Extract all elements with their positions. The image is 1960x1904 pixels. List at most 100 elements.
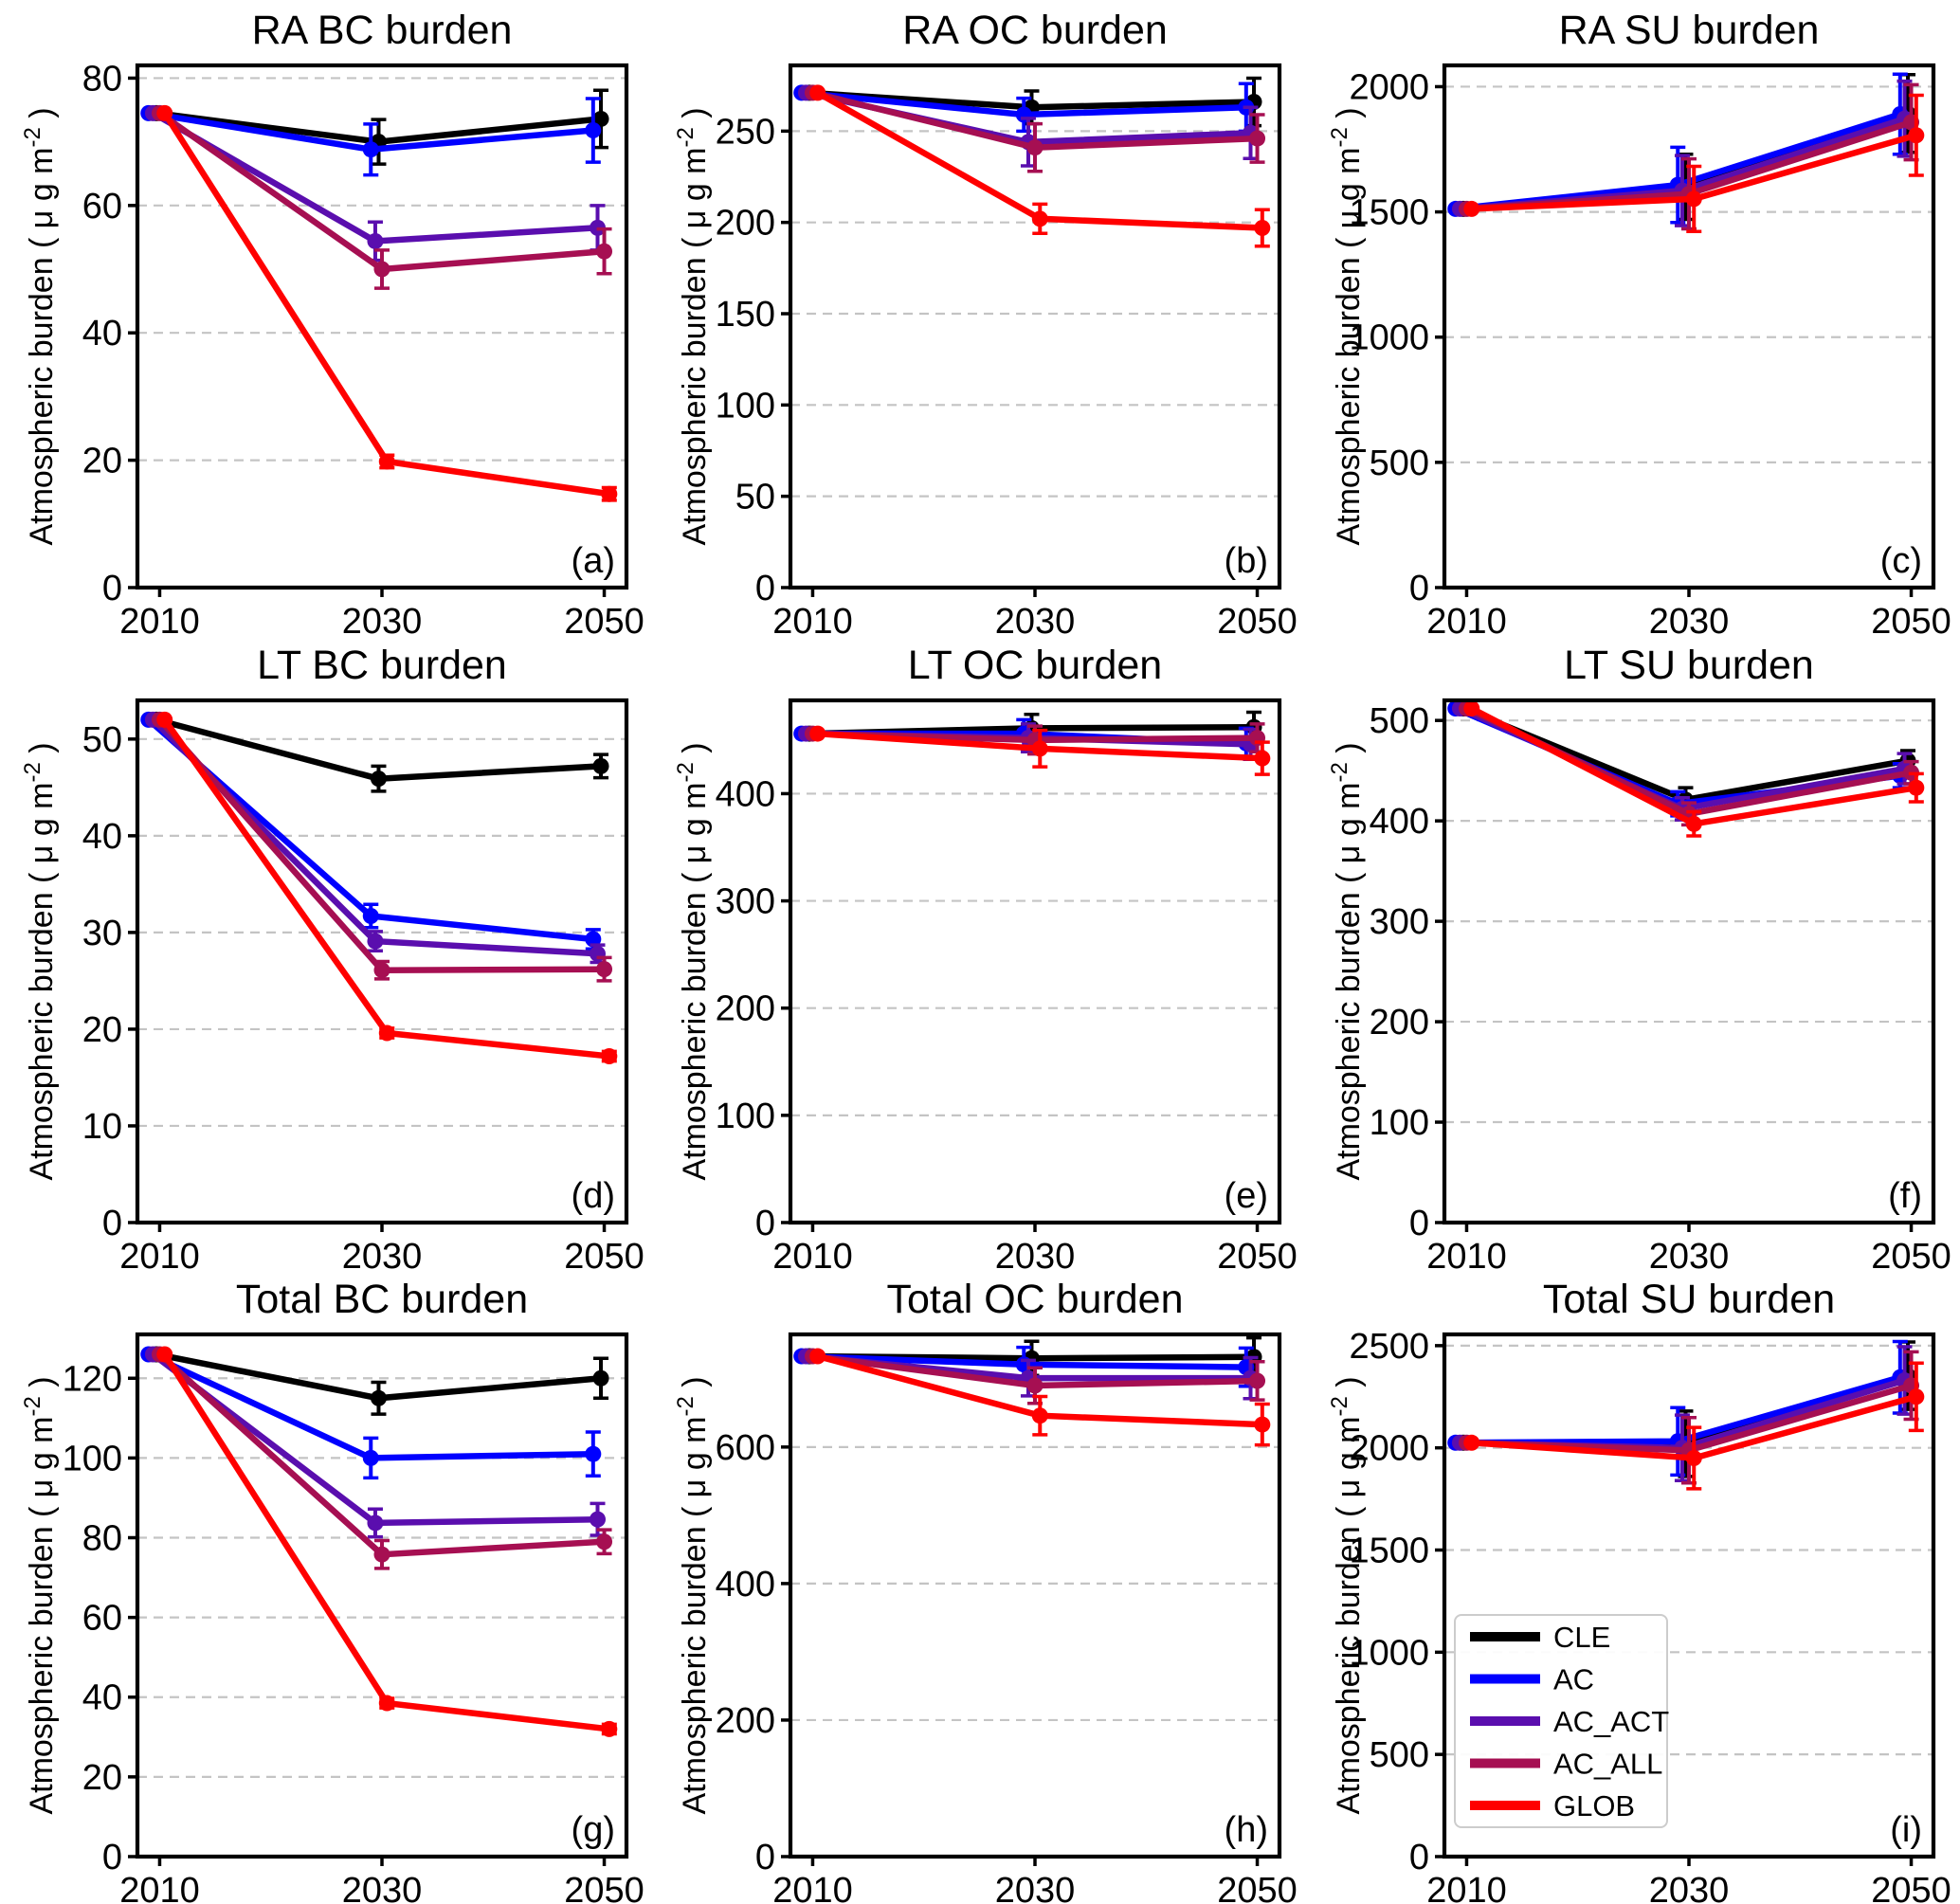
gridlines xyxy=(1443,85,1933,463)
x-tick-label: 2010 xyxy=(1426,1237,1507,1270)
panel-letter: (b) xyxy=(1225,541,1268,581)
legend-item-AC_ACT: AC_ACT xyxy=(1469,1705,1669,1738)
x-tick-label: 2050 xyxy=(1218,1237,1298,1270)
panel-g: 0 20 40 60 80 100 120 2010 2030 2050 Atmospheric b… xyxy=(0,1269,653,1904)
panel-letter: (d) xyxy=(572,1176,615,1216)
panel-a: 0 20 40 60 80 2010 2030 2050 Atmospheric burden … xyxy=(0,0,653,635)
y-tick-label: 100 xyxy=(63,1440,122,1479)
y-tick-label: 150 xyxy=(716,295,775,335)
data-point-GLOB xyxy=(156,104,173,121)
data-point-AC xyxy=(585,1445,602,1462)
x-tick-label: 2050 xyxy=(1871,602,1951,635)
x-tick-label: 2050 xyxy=(564,1237,644,1270)
data-point-GLOB xyxy=(1462,699,1479,716)
x-tick-label: 2050 xyxy=(564,1871,644,1904)
chart-panel-h: 0 200 400 600 2010 2030 2050 Atmospheric burden… xyxy=(673,1277,1298,1904)
gridlines xyxy=(790,1446,1280,1722)
x-axis: 2010 2030 2050 xyxy=(119,1222,644,1270)
data-point-AC_ALL xyxy=(1026,139,1044,156)
data-point-AC_ALL xyxy=(596,243,613,260)
data-point-AC_ALL xyxy=(373,261,390,278)
series-GLOB xyxy=(1462,1361,1924,1491)
y-axis: 0 500 1000 1500 2000 2500 xyxy=(1349,1327,1444,1877)
panel-d: 0 10 20 30 40 50 2010 2030 2050 Atmospheric burde… xyxy=(0,635,653,1270)
series-GLOB xyxy=(809,1348,1271,1447)
x-tick-label: 2010 xyxy=(773,602,854,635)
y-axis-label: Atmospheric burden ( μ g m-2 ) xyxy=(1327,1377,1367,1815)
y-tick-label: 80 xyxy=(82,59,122,99)
data-point-GLOB xyxy=(378,1025,395,1042)
y-tick-label: 0 xyxy=(755,1204,775,1243)
panel-title: Total OC burden xyxy=(887,1277,1184,1322)
data-point-AC_ACT xyxy=(590,1511,607,1528)
series-AC_ACT xyxy=(144,711,607,964)
data-point-GLOB xyxy=(1032,740,1049,757)
chart-panel-a: 0 20 40 60 80 2010 2030 2050 Atmospheric burden … xyxy=(20,8,644,635)
y-tick-label: 400 xyxy=(716,1565,775,1605)
x-axis: 2010 2030 2050 xyxy=(773,587,1298,635)
series-AC_ALL xyxy=(151,711,613,983)
y-tick-label: 2500 xyxy=(1349,1327,1429,1367)
y-tick-label: 1500 xyxy=(1349,193,1429,233)
chart-panel-g: 0 20 40 60 80 100 120 2010 2030 2050 Atmospheric b… xyxy=(20,1277,644,1904)
legend-box xyxy=(1453,1614,1668,1829)
y-tick-label: 40 xyxy=(82,314,122,354)
chart-panel-c: 0 500 1000 1500 2000 2010 2030 2050 Atmospheric … xyxy=(1327,8,1951,635)
data-point-GLOB xyxy=(601,1721,618,1738)
series-GLOB xyxy=(156,711,618,1064)
data-point-GLOB xyxy=(1907,1388,1924,1405)
x-tick-label: 2010 xyxy=(1426,1871,1507,1904)
axis-frame xyxy=(1442,1333,1935,1859)
y-axis-label: Atmospheric burden ( μ g m-2 ) xyxy=(20,107,60,545)
x-tick-label: 2030 xyxy=(1648,1237,1729,1270)
data-point-GLOB xyxy=(601,485,618,502)
data-point-GLOB xyxy=(1685,815,1702,832)
y-axis: 0 500 1000 1500 2000 xyxy=(1349,67,1444,608)
y-tick-label: 100 xyxy=(716,1097,775,1136)
legend-label: AC xyxy=(1553,1663,1594,1696)
data-point-CLE xyxy=(592,110,609,127)
data-point-CLE xyxy=(592,1370,609,1387)
y-tick-label: 2000 xyxy=(1349,1429,1429,1469)
panel-title: RA SU burden xyxy=(1558,8,1819,53)
chart-panel-i: 0 500 1000 1500 2000 2500 2010 2030 2050 Atmosphe… xyxy=(1327,1277,1951,1904)
gridlines xyxy=(137,1377,626,1779)
data-point-AC xyxy=(362,141,379,158)
legend-item-CLE: CLE xyxy=(1469,1621,1610,1654)
series-AC xyxy=(140,1346,602,1480)
x-tick-label: 2010 xyxy=(1426,602,1507,635)
y-axis: 0 20 40 60 80 100 120 xyxy=(63,1360,138,1877)
panel-letter: (f) xyxy=(1888,1176,1922,1216)
y-tick-label: 40 xyxy=(82,817,122,857)
x-axis: 2010 2030 2050 xyxy=(1426,587,1951,635)
axis-frame xyxy=(135,1333,629,1859)
data-point-AC_ALL xyxy=(373,961,390,978)
data-point-GLOB xyxy=(809,725,826,742)
data-point-AC_ACT xyxy=(367,933,384,950)
panel-title: RA BC burden xyxy=(252,8,513,53)
x-tick-label: 2050 xyxy=(1871,1871,1951,1904)
y-axis: 0 200 400 600 xyxy=(716,1428,791,1877)
y-tick-label: 30 xyxy=(82,914,122,953)
y-tick-label: 200 xyxy=(716,204,775,244)
y-tick-label: 0 xyxy=(755,569,775,608)
y-tick-label: 1000 xyxy=(1349,318,1429,358)
data-point-GLOB xyxy=(1254,750,1271,767)
y-tick-label: 200 xyxy=(716,1701,775,1741)
chart-panel-b: 0 50 100 150 200 250 2010 2030 2050 Atmospheric b… xyxy=(673,8,1298,635)
axis-frame xyxy=(789,63,1282,590)
data-point-AC_ALL xyxy=(373,1546,390,1563)
data-point-GLOB xyxy=(1032,1407,1049,1424)
series-GLOB xyxy=(156,1346,618,1738)
y-tick-label: 600 xyxy=(716,1428,775,1468)
panel-title: LT BC burden xyxy=(257,643,507,688)
series-AC xyxy=(140,97,602,177)
x-tick-label: 2010 xyxy=(119,602,200,635)
panel-letter: (h) xyxy=(1225,1810,1268,1850)
y-axis: 0 20 40 60 80 xyxy=(82,59,138,608)
panel-letter: (i) xyxy=(1890,1810,1922,1850)
data-point-GLOB xyxy=(1907,779,1924,796)
y-axis-label: Atmospheric burden ( μ g m-2 ) xyxy=(20,1377,60,1815)
